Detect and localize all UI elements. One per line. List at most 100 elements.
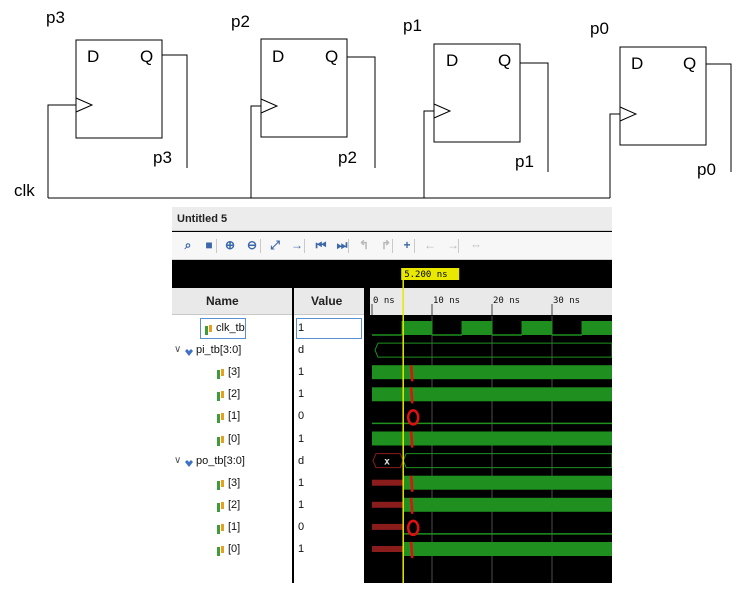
bit-signal-icon [204, 322, 214, 336]
signal-row[interactable]: [3] [172, 361, 292, 383]
signal-row[interactable]: [2] [172, 383, 292, 405]
bit-signal-icon [216, 388, 226, 402]
annotation-digit-one [409, 387, 414, 404]
bit-high-segment [372, 431, 612, 446]
signal-value: 1 [298, 432, 305, 445]
search-icon[interactable]: ⌕ [184, 238, 192, 252]
next-transition-icon[interactable]: ↱ [380, 238, 392, 252]
clock-high-segment [462, 321, 492, 335]
signal-row[interactable]: [1] [172, 405, 292, 427]
unknown-segment [372, 523, 404, 530]
save-icon[interactable]: ■ [205, 238, 213, 252]
clock-triangle [433, 103, 452, 119]
signal-name: [0] [228, 432, 241, 445]
clock-high-segment [402, 321, 432, 335]
waveform-viewer: Untitled 5 ⌕ ■ ⊕ ⊖ ⤢ → ⏮ ⏭ ↰ ↱ + ← → ⇔ Name Value clk… [172, 207, 612, 583]
signal-row[interactable]: [0] [172, 538, 292, 560]
swap-cursors-icon[interactable]: ⇔ [470, 238, 482, 252]
prev-marker-icon[interactable]: ← [424, 238, 436, 252]
signal-name: [3] [228, 476, 241, 489]
cursor-time-label: 5.200 ns [404, 270, 447, 280]
clock-high-segment [582, 321, 612, 335]
signal-value: 0 [298, 520, 305, 533]
clock-triangle [75, 97, 94, 113]
signal-name: [2] [228, 388, 241, 401]
selected-value-highlight [296, 318, 362, 339]
signal-value: 1 [298, 498, 305, 511]
expand-chevron-icon[interactable]: ∨ [174, 344, 182, 356]
d-input-label: D [446, 51, 458, 70]
signal-row[interactable]: [0] [172, 428, 292, 450]
bit-high-segment [372, 387, 612, 402]
bit-signal-icon [216, 499, 226, 512]
q-output-label: Q [140, 47, 153, 66]
signal-value: d [298, 454, 305, 467]
clock-wire [47, 104, 76, 198]
time-tick-label: 10 ns [433, 296, 460, 306]
flipflop-box [433, 43, 521, 143]
flipflop-title: p1 [403, 16, 422, 35]
bus-unknown-label: x [384, 457, 390, 468]
go-to-start-icon[interactable]: ⏮ [315, 238, 327, 252]
signal-value: 1 [298, 388, 305, 401]
signal-row[interactable]: clk_tb [172, 317, 292, 339]
signal-name: [1] [228, 410, 241, 423]
signal-name: [3] [228, 366, 241, 379]
signal-value: 1 [298, 322, 305, 334]
expand-chevron-icon[interactable]: ∨ [174, 454, 182, 466]
waveform-canvas[interactable]: 0 ns 10 ns 20 ns 30 ns x 5.200 ns [370, 260, 612, 583]
unknown-segment [372, 546, 404, 552]
annotation-digit-zero [406, 409, 420, 426]
signal-row[interactable]: [1] [172, 516, 292, 538]
signal-row-bus[interactable]: ∨ po_tb[3:0] [172, 450, 292, 472]
next-marker-icon[interactable]: → [447, 238, 459, 252]
shift-register-schematic: p3 D Q p3 p2 D Q p2 p1 D Q p1 p0 D Q p [14, 8, 732, 200]
signal-name: [0] [228, 543, 241, 555]
signal-name: po_tb[3:0] [196, 454, 245, 467]
signal-name: [2] [228, 498, 241, 511]
signal-value: 1 [298, 476, 305, 489]
go-to-end-icon[interactable]: ⏭ [336, 238, 348, 252]
bit-high-segment [403, 475, 612, 490]
annotation-digit-zero [406, 519, 420, 537]
time-tick-label: 30 ns [553, 296, 580, 306]
signal-value: 1 [298, 366, 305, 379]
zoom-fit-icon[interactable]: ⤢ [270, 238, 280, 252]
bit-signal-icon [216, 366, 226, 380]
flipflop-title: p2 [231, 12, 250, 31]
bus-signal-icon [184, 344, 194, 357]
output-label: p1 [515, 152, 534, 171]
flipflop-p0: p0 D Q p0 [590, 19, 732, 198]
clock-triangle [619, 106, 638, 122]
flipflop-p2: p2 D Q p2 [231, 12, 376, 198]
prev-transition-icon[interactable]: ↰ [358, 238, 370, 252]
clock-label: clk [14, 181, 35, 200]
zoom-out-icon[interactable]: ⊖ [246, 238, 258, 252]
q-output-label: Q [683, 54, 696, 73]
flipflop-box [75, 39, 163, 139]
add-marker-icon[interactable]: + [403, 238, 411, 252]
bit-signal-icon [216, 410, 226, 424]
annotation-digit-one [409, 364, 414, 382]
signal-row[interactable]: [2] [172, 494, 292, 516]
flipflop-p1: p1 D Q p1 [403, 16, 549, 198]
d-input-label: D [631, 54, 643, 73]
output-label: p3 [153, 148, 172, 167]
viewer-title: Untitled 5 [172, 207, 612, 231]
signal-row[interactable]: [3] [172, 472, 292, 494]
time-tick-label: 0 ns [373, 296, 395, 306]
output-label: p0 [697, 160, 716, 179]
value-column-header[interactable]: Value [294, 288, 364, 315]
zoom-in-icon[interactable]: ⊕ [224, 238, 236, 252]
signal-name: [1] [228, 520, 241, 533]
clock-high-segment [522, 321, 552, 335]
go-to-cursor-icon[interactable]: → [291, 238, 303, 252]
viewer-toolbar: ⌕ ■ ⊕ ⊖ ⤢ → ⏮ ⏭ ↰ ↱ + ← → ⇔ [172, 232, 612, 260]
bus-signal-icon [184, 455, 194, 467]
selected-signal-highlight [200, 318, 246, 339]
signal-row-bus[interactable]: ∨ pi_tb[3:0] [172, 339, 292, 361]
name-column-header[interactable]: Name [172, 288, 292, 315]
signal-name: clk_tb [216, 322, 245, 334]
q-output-wire [520, 62, 549, 172]
signal-value: 0 [298, 410, 305, 423]
